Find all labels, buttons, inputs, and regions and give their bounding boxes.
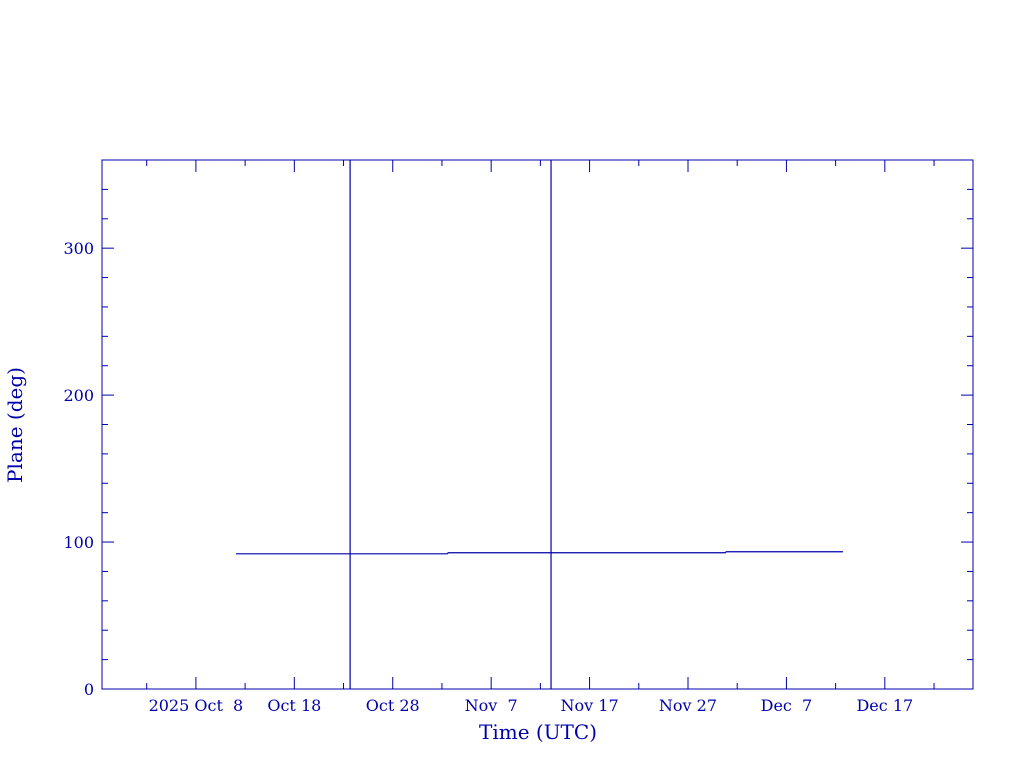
x-tick-label: Oct 28 (366, 696, 420, 715)
x-axis-label: Time (UTC) (479, 720, 597, 744)
y-tick-label: 100 (63, 533, 94, 552)
y-tick-label: 0 (84, 680, 94, 699)
x-tick-label: 2025 Oct 8 (149, 696, 244, 715)
y-axis-label: Plane (deg) (3, 367, 27, 483)
x-tick-label: Oct 18 (267, 696, 321, 715)
y-tick-label: 300 (63, 239, 94, 258)
x-tick-label: Dec 17 (856, 696, 913, 715)
plot-frame (101, 159, 974, 690)
y-tick-label: 200 (63, 386, 94, 405)
x-tick-label: Dec 7 (761, 696, 813, 715)
x-tick-label: Nov 7 (465, 696, 518, 715)
x-tick-label: Nov 27 (659, 696, 717, 715)
x-tick-label: Nov 17 (561, 696, 619, 715)
